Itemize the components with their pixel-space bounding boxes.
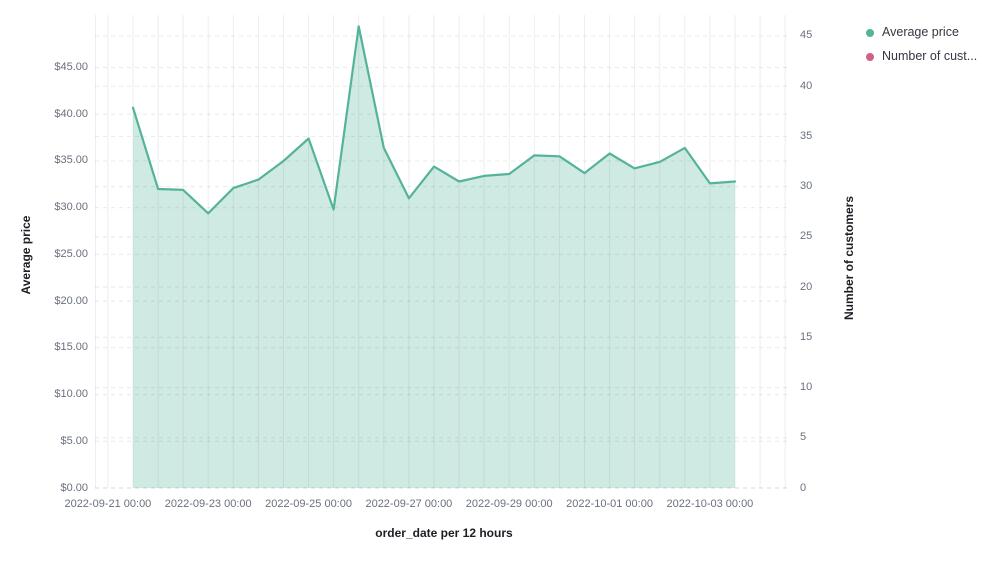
y-axis-right-tick-label: 20	[800, 280, 813, 293]
x-axis-tick-label: 2022-10-01 00:00	[566, 498, 653, 510]
y-axis-right-tick-label: 10	[800, 381, 813, 394]
y-axis-left-tick-label: $10.00	[54, 388, 88, 401]
x-axis-tick-label: 2022-09-25 00:00	[265, 498, 352, 510]
y-axis-left-tick-label: $0.00	[60, 481, 88, 494]
legend-item-number-of-customers[interactable]: Number of cust...	[866, 49, 977, 64]
x-axis-title: order_date per 12 hours	[375, 526, 513, 540]
y-axis-left-tick-label: $15.00	[54, 341, 88, 354]
x-axis-tick-label: 2022-10-03 00:00	[666, 498, 754, 510]
x-axis-tick-label: 2022-09-21 00:00	[64, 498, 152, 510]
y-axis-right-tick-label: 45	[800, 29, 813, 42]
y-axis-right-tick-label: 0	[800, 481, 807, 494]
y-axis-left-tick-label: $45.00	[54, 61, 88, 74]
y-axis-left-tick-label: $20.00	[54, 294, 88, 307]
y-axis-right-tick-label: 30	[800, 180, 813, 193]
y-axis-left-title: Average price	[19, 215, 33, 295]
legend-dot-average-price-icon	[866, 28, 874, 37]
y-axis-left-tick-label: $25.00	[54, 247, 88, 260]
x-axis-tick-label: 2022-09-29 00:00	[465, 498, 553, 510]
legend-item-average-price[interactable]: Average price	[866, 25, 977, 40]
y-axis-left-tick-label: $40.00	[54, 107, 88, 120]
y-axis-left-tick-label: $30.00	[54, 201, 88, 214]
legend: Average price Number of cust...	[866, 25, 977, 73]
legend-item-label: Average price	[882, 25, 959, 39]
y-axis-right-tick-label: 5	[800, 431, 807, 444]
legend-dot-number-of-customers-icon	[866, 52, 874, 61]
y-axis-left-tick-label: $5.00	[60, 434, 88, 447]
y-axis-left-tick-label: $35.00	[54, 154, 88, 167]
y-axis-right-tick-label: 35	[800, 129, 813, 142]
x-axis-tick-label: 2022-09-23 00:00	[164, 498, 252, 510]
y-axis-right-tick-label: 25	[800, 230, 813, 243]
y-axis-right-tick-label: 15	[800, 330, 813, 343]
x-axis-tick-label: 2022-09-27 00:00	[365, 498, 453, 510]
y-axis-right-tick-label: 40	[800, 79, 813, 92]
legend-item-label: Number of cust...	[882, 49, 978, 63]
y-axis-right-title: Number of customers	[842, 195, 856, 321]
